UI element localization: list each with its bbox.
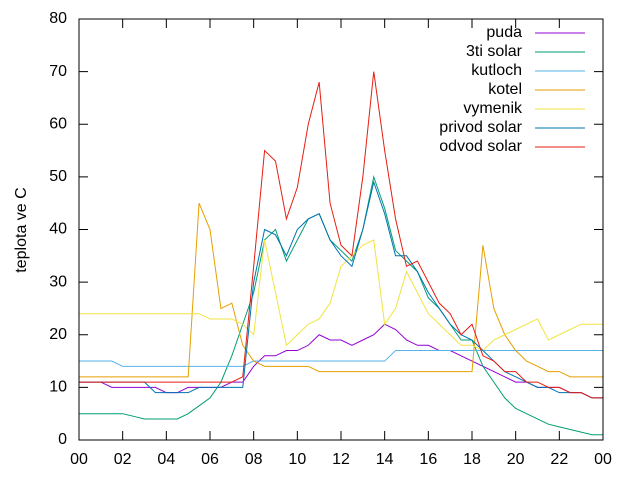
x-tick-label: 00 [594, 451, 612, 468]
plot-border [78, 18, 604, 441]
y-axis-label: teplota ve C [13, 187, 30, 272]
series-line [79, 239, 603, 352]
x-tick-label: 06 [201, 451, 219, 468]
y-tick-label: 10 [49, 379, 67, 396]
y-tick-label: 80 [49, 10, 67, 27]
series-line [79, 71, 603, 399]
y-tick-label: 20 [49, 326, 67, 343]
legend-label: 3ti solar [466, 43, 523, 60]
y-tick-label: 0 [58, 431, 67, 448]
y-tick-label: 40 [49, 221, 67, 238]
x-tick-label: 10 [288, 451, 306, 468]
legend-label: kotel [488, 81, 522, 98]
y-tick-label: 50 [49, 168, 67, 185]
x-tick-label: 04 [157, 451, 175, 468]
y-tick-label: 30 [49, 273, 67, 290]
series-line [79, 175, 603, 436]
y-tick-label: 70 [49, 63, 67, 80]
series-line [79, 202, 603, 378]
x-tick-label: 20 [507, 451, 525, 468]
x-tick-label: 12 [332, 451, 350, 468]
x-tick-label: 00 [70, 451, 88, 468]
x-tick-label: 02 [114, 451, 132, 468]
legend-label: kutloch [471, 62, 522, 79]
legend-label: odvod solar [439, 138, 522, 155]
legend-label: privod solar [439, 119, 522, 136]
legend-label: vymenik [463, 100, 523, 117]
legend-label: puda [486, 24, 522, 41]
series-line [79, 180, 603, 399]
y-tick-label: 60 [49, 115, 67, 132]
x-tick-label: 22 [550, 451, 568, 468]
x-tick-label: 18 [463, 451, 481, 468]
x-tick-label: 16 [419, 451, 437, 468]
x-tick-label: 14 [376, 451, 394, 468]
x-tick-label: 08 [245, 451, 263, 468]
